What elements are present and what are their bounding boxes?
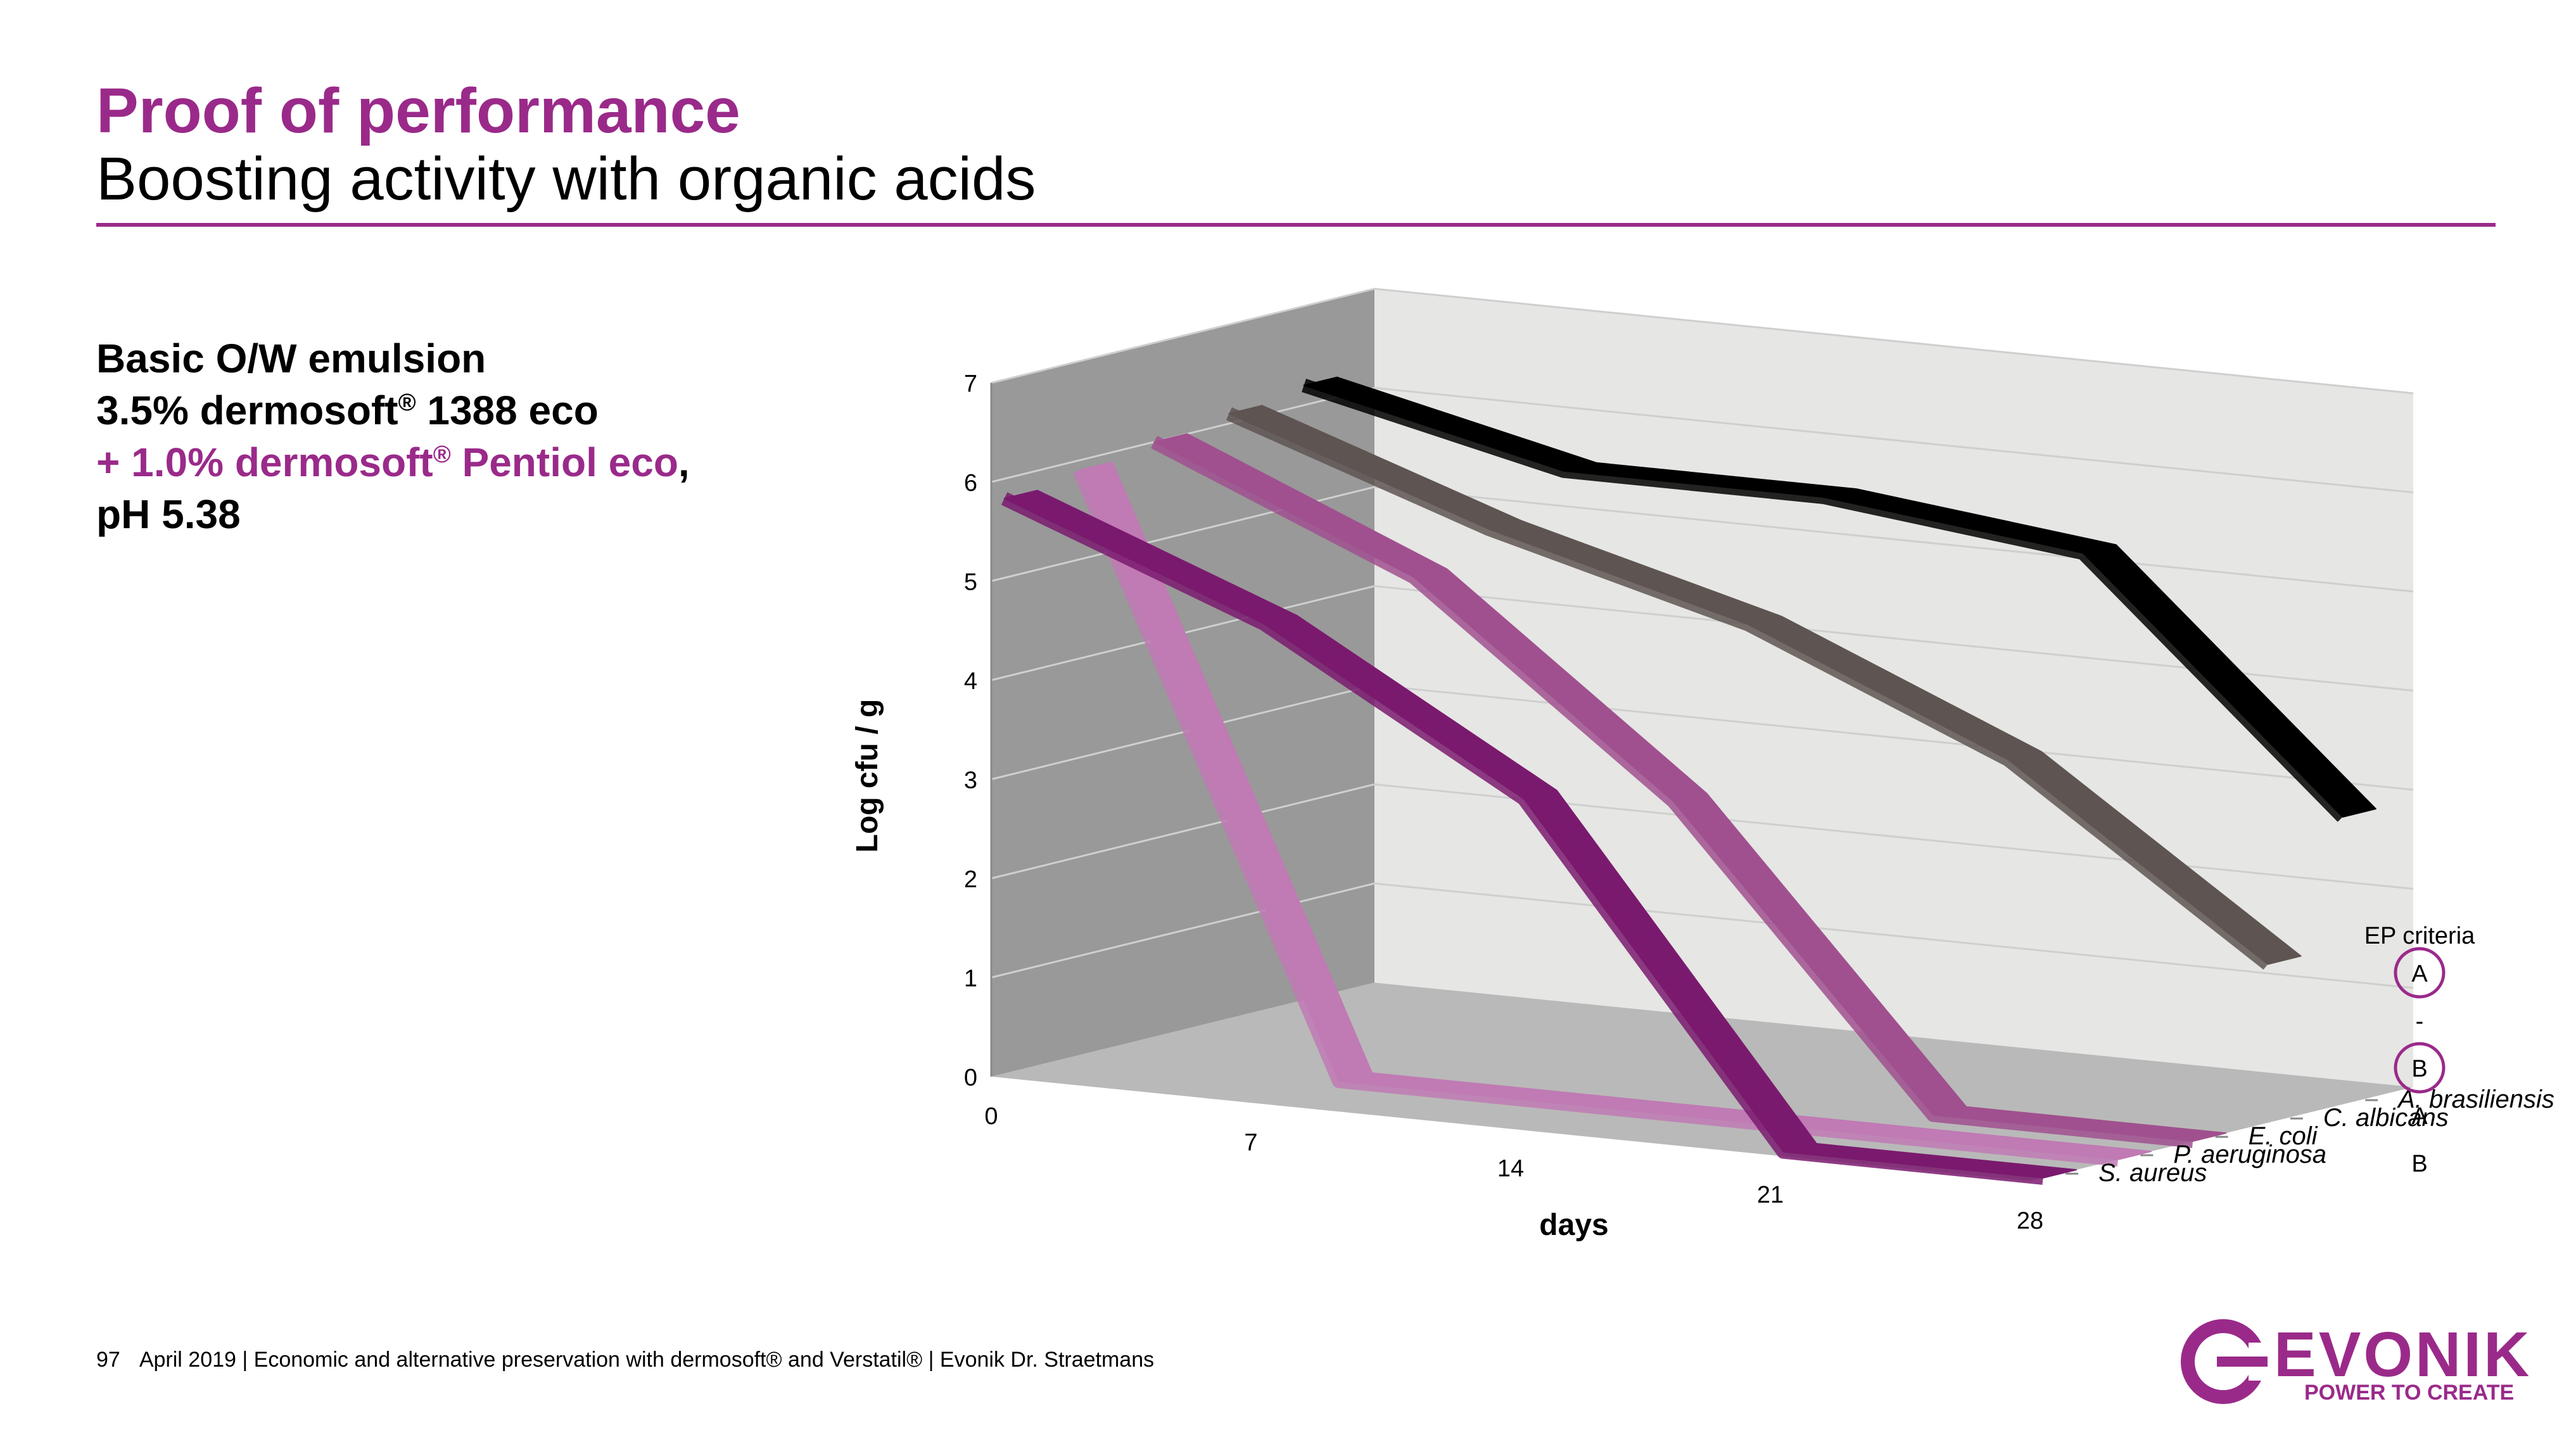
y-tick-label: 2 [964,866,977,893]
gridline [991,386,2414,493]
page-number: 97 [96,1348,120,1372]
formulation-line-3: + 1.0% dermosoft® Pentiol eco, [96,440,690,485]
series-line [1226,407,2273,970]
x-tick-label: 14 [1497,1156,1524,1182]
gridline [991,783,2414,890]
x-tick-label: 7 [1244,1129,1257,1156]
series-label: E. coli [2249,1122,2318,1150]
y-tick-label: 0 [964,1065,977,1091]
formulation-text: Basic O/W emulsion 3.5% dermosoft® 1388 … [96,332,690,540]
y-tick-label: 3 [964,768,977,794]
logo-wordmark: EVONIK [2274,1319,2532,1390]
series-line [1001,492,2044,1185]
ep-criteria-value: A [2411,1103,2428,1130]
gridline [991,288,2414,395]
x-axis-title: days [1539,1208,1608,1242]
series-line [1151,436,2194,1148]
series-line [1302,379,2348,822]
y-tick-label: 1 [964,966,977,992]
y-tick-label: 6 [964,470,977,497]
ep-criteria-circle [2394,1042,2446,1094]
y-tick-label: 7 [964,371,977,398]
formulation-line-2: 3.5% dermosoft® 1388 eco [96,388,599,433]
ep-criteria-value: - [2416,1008,2424,1035]
ep-criteria-title: EP criteria [2364,923,2475,949]
formulation-line-1: Basic O/W emulsion [96,336,486,381]
x-tick-label: 21 [1757,1182,1784,1208]
ep-criteria-value: B [2411,1151,2427,1177]
x-tick-label: 0 [984,1103,998,1130]
formulation-line-4: pH 5.38 [96,491,241,537]
y-axis-title: Log cfu / g [851,699,884,853]
x-tick-label: 28 [2017,1208,2043,1234]
gridline [991,882,2414,989]
logo-tagline: POWER TO CREATE [2304,1381,2515,1405]
series-label: C. albicans [2323,1104,2449,1132]
ep-criteria-circle [2394,947,2446,999]
footer-text: April 2019 | Economic and alternative pr… [139,1348,1155,1372]
slide-title: Proof of performance [96,75,740,146]
y-tick-label: 5 [964,569,977,596]
ep-criteria-value: B [2411,1056,2427,1082]
y-tick-label: 4 [964,668,977,695]
ep-criteria-value: A [2411,961,2428,987]
gridline [991,585,2414,692]
series-line [1072,467,2119,1167]
evonik-logo-icon [2181,1319,2268,1404]
footer: 97 April 2019 | Economic and alternative … [96,1348,1173,1372]
title-divider [96,223,2496,227]
series-label: S. aureus [2098,1159,2207,1187]
slide-subtitle: Boosting activity with organic acids [96,145,1036,213]
series-label: P. aeruginosa [2173,1141,2326,1168]
